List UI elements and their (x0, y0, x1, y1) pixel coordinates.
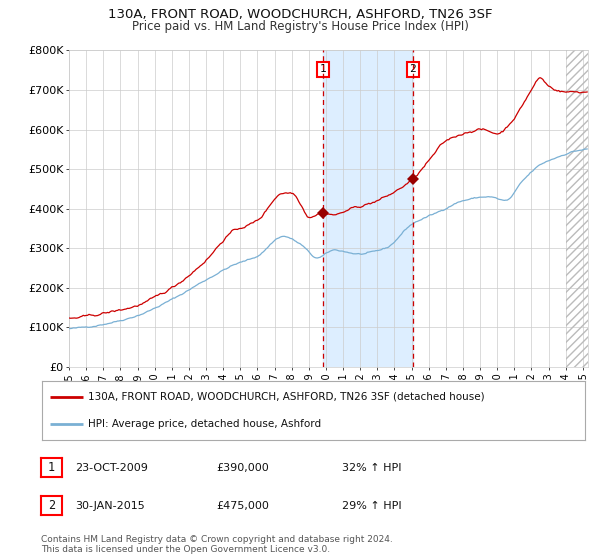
Text: Price paid vs. HM Land Registry's House Price Index (HPI): Price paid vs. HM Land Registry's House … (131, 20, 469, 32)
Text: 30-JAN-2015: 30-JAN-2015 (75, 501, 145, 511)
Text: 2: 2 (48, 499, 55, 512)
Text: Contains HM Land Registry data © Crown copyright and database right 2024.: Contains HM Land Registry data © Crown c… (41, 535, 392, 544)
Text: 32% ↑ HPI: 32% ↑ HPI (342, 463, 401, 473)
Bar (323, 50, 413, 367)
Text: 1: 1 (319, 64, 326, 74)
Bar (566, 50, 588, 367)
Bar (566, 50, 588, 367)
Text: 1: 1 (48, 461, 55, 474)
Text: 23-OCT-2009: 23-OCT-2009 (75, 463, 148, 473)
Text: This data is licensed under the Open Government Licence v3.0.: This data is licensed under the Open Gov… (41, 545, 330, 554)
Text: 2: 2 (410, 64, 416, 74)
Text: £475,000: £475,000 (216, 501, 269, 511)
Text: HPI: Average price, detached house, Ashford: HPI: Average price, detached house, Ashf… (88, 419, 321, 429)
Text: 130A, FRONT ROAD, WOODCHURCH, ASHFORD, TN26 3SF: 130A, FRONT ROAD, WOODCHURCH, ASHFORD, T… (108, 8, 492, 21)
Text: 130A, FRONT ROAD, WOODCHURCH, ASHFORD, TN26 3SF (detached house): 130A, FRONT ROAD, WOODCHURCH, ASHFORD, T… (88, 391, 485, 402)
Text: 29% ↑ HPI: 29% ↑ HPI (342, 501, 401, 511)
Text: £390,000: £390,000 (216, 463, 269, 473)
